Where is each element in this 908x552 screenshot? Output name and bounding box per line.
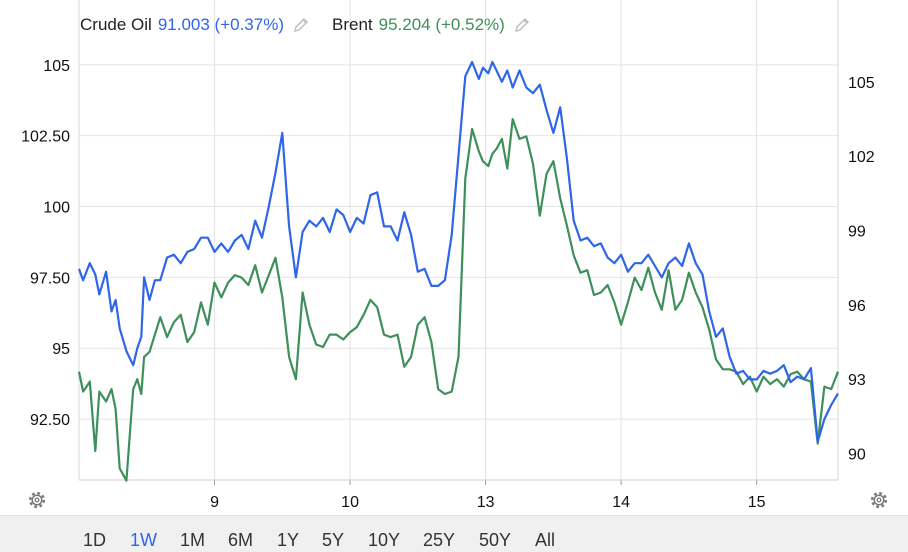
y-tick-right: 102	[848, 149, 875, 166]
pencil-icon[interactable]	[513, 16, 531, 34]
y-tick-left: 105	[43, 58, 70, 75]
legend-brent-name: Brent	[331, 15, 373, 34]
legend: Crude Oil 91.003 (+0.37%) Brent 95.204 (…	[80, 12, 553, 38]
range-button-6m[interactable]: 6M	[228, 530, 254, 550]
y-tick-left: 100	[43, 200, 70, 217]
x-tick-label: 15	[748, 494, 766, 511]
range-selector: 1D 1W 1M 6M 1Y 5Y 10Y 25Y 50Y All	[0, 515, 908, 552]
legend-crude-value: 91.003 (+0.37%)	[157, 15, 284, 34]
y-tick-left: 95	[52, 341, 70, 358]
y-tick-right: 96	[848, 298, 866, 315]
range-button-50y[interactable]: 50Y	[479, 530, 512, 550]
range-button-25y[interactable]: 25Y	[423, 530, 456, 550]
price-chart: 105 102.50 100 97.50 95 92.50 105 102 99 96 93 90 9 1…	[21, 0, 890, 511]
x-tick-label: 14	[612, 494, 630, 511]
y-tick-right: 99	[848, 224, 866, 241]
range-button-1d[interactable]: 1D	[83, 530, 107, 550]
x-tick-label: 13	[477, 494, 495, 511]
gear-icon[interactable]	[26, 489, 48, 511]
series-line-brent	[77, 117, 840, 482]
legend-brent-value: 95.204 (+0.52%)	[378, 15, 505, 34]
grid	[79, 0, 838, 480]
y-tick-left: 92.50	[30, 412, 70, 429]
range-button-1y[interactable]: 1Y	[277, 530, 300, 550]
range-button-all[interactable]: All	[535, 530, 556, 550]
range-button-5y[interactable]: 5Y	[322, 530, 345, 550]
pencil-icon[interactable]	[292, 16, 310, 34]
y-tick-right: 93	[848, 372, 866, 389]
gear-icon[interactable]	[868, 489, 890, 511]
x-tick-label: 10	[341, 494, 359, 511]
y-tick-right: 90	[848, 446, 866, 463]
range-button-1m[interactable]: 1M	[180, 530, 206, 550]
range-button-1w[interactable]: 1W	[130, 530, 157, 550]
y-tick-right: 105	[848, 75, 875, 92]
legend-crude-name: Crude Oil	[80, 15, 152, 34]
series	[77, 60, 840, 482]
y-tick-left: 97.50	[30, 270, 70, 287]
series-line-crude-oil	[77, 60, 839, 443]
y-tick-left: 102.50	[21, 129, 70, 146]
x-tick-label: 9	[210, 494, 219, 511]
range-button-10y[interactable]: 10Y	[368, 530, 401, 550]
